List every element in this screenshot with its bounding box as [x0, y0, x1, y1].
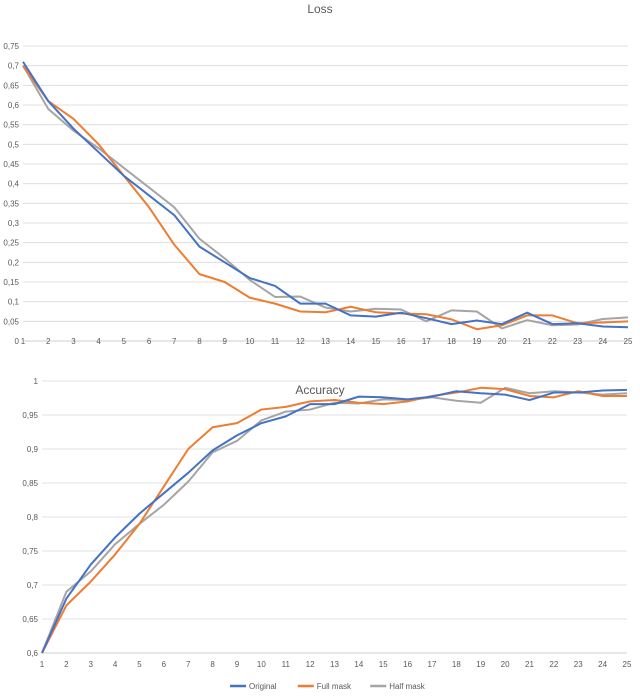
x-tick-label: 16	[403, 660, 412, 669]
x-tick-label: 21	[523, 337, 532, 346]
y-tick-label: 0,45	[3, 160, 19, 169]
x-tick-label: 2	[64, 660, 69, 669]
x-tick-label: 12	[306, 660, 315, 669]
x-tick-label: 19	[476, 660, 485, 669]
series-line-full-mask	[41, 386, 627, 654]
x-tick-label: 21	[525, 660, 534, 669]
x-tick-label: 3	[71, 337, 76, 346]
x-tick-label: 24	[598, 660, 607, 669]
x-tick-label: 24	[598, 337, 607, 346]
y-tick-label: 0,2	[8, 258, 20, 267]
series-line-half-mask	[41, 386, 628, 654]
x-tick-label: 12	[296, 337, 305, 346]
x-tick-label: 7	[186, 660, 191, 669]
x-tick-label: 25	[623, 660, 632, 669]
loss-chart: Loss 0 0,05 0,1 0,15 0,2 0,25 0,3 0,35 0,4 0,45 0,…	[3, 2, 633, 346]
legend-label: Full mask	[317, 682, 352, 691]
x-tick-label: 23	[574, 660, 583, 669]
x-tick-label: 17	[422, 337, 431, 346]
y-tick-label: 0,8	[27, 513, 39, 522]
x-tick-label: 6	[147, 337, 152, 346]
y-tick-label: 0,15	[3, 278, 19, 287]
y-tick-label: 0,65	[3, 81, 19, 90]
x-tick-label: 8	[210, 660, 215, 669]
x-tick-label: 23	[573, 337, 582, 346]
y-tick-label: 0	[15, 337, 20, 346]
legend-label: Half mask	[389, 682, 426, 691]
x-tick-label: 20	[501, 660, 510, 669]
x-tick-label: 15	[379, 660, 388, 669]
x-tick-label: 8	[197, 337, 202, 346]
x-tick-label: 5	[137, 660, 142, 669]
x-tick-label: 7	[172, 337, 177, 346]
y-tick-label: 0,95	[22, 411, 38, 420]
y-tick-label: 0,5	[8, 140, 20, 149]
x-tick-label: 19	[472, 337, 481, 346]
y-tick-label: 0,75	[3, 42, 19, 51]
x-tick-label: 10	[257, 660, 266, 669]
x-tick-label: 9	[235, 660, 240, 669]
x-tick-label: 2	[46, 337, 51, 346]
x-tick-label: 4	[113, 660, 118, 669]
y-tick-label: 0,75	[22, 547, 38, 556]
y-tick-label: 0,7	[27, 581, 39, 590]
y-tick-label: 0,6	[27, 649, 39, 658]
x-tick-label: 4	[96, 337, 101, 346]
x-tick-label: 18	[447, 337, 456, 346]
x-tick-label: 22	[549, 660, 558, 669]
y-tick-label: 0,6	[8, 101, 20, 110]
series-line-original	[41, 388, 628, 654]
x-tick-label: 22	[548, 337, 557, 346]
y-tick-label: 0,35	[3, 199, 19, 208]
y-tick-label: 0,3	[8, 219, 20, 228]
x-tick-label: 5	[122, 337, 127, 346]
x-tick-label: 11	[271, 337, 280, 346]
x-tick-label: 15	[371, 337, 380, 346]
chart-title: Accuracy	[295, 383, 344, 397]
x-tick-label: 14	[346, 337, 355, 346]
series-line-original	[22, 61, 629, 329]
x-tick-label: 11	[282, 660, 291, 669]
x-tick-label: 13	[330, 660, 339, 669]
x-tick-label: 9	[222, 337, 227, 346]
y-tick-label: 0,85	[22, 479, 38, 488]
x-tick-label: 6	[162, 660, 167, 669]
x-tick-label: 14	[354, 660, 363, 669]
x-tick-label: 20	[498, 337, 507, 346]
x-tick-label: 1	[21, 337, 26, 346]
x-tick-label: 17	[428, 660, 437, 669]
x-tick-label: 3	[89, 660, 94, 669]
y-tick-label: 1	[34, 377, 39, 386]
y-tick-label: 0,65	[22, 615, 38, 624]
y-tick-label: 0,1	[8, 298, 20, 307]
chart-title: Loss	[307, 2, 332, 16]
y-tick-label: 0,9	[27, 445, 39, 454]
y-tick-label: 0,4	[8, 180, 20, 189]
x-tick-label: 18	[452, 660, 461, 669]
legend-label: Original	[249, 682, 277, 691]
y-tick-label: 0,05	[3, 317, 19, 326]
y-tick-label: 0,55	[3, 121, 19, 130]
y-tick-label: 0,25	[3, 239, 19, 248]
x-tick-label: 13	[321, 337, 330, 346]
series-line-half-mask	[22, 65, 629, 330]
y-tick-label: 0,7	[8, 62, 20, 71]
x-tick-label: 25	[624, 337, 633, 346]
x-tick-label: 10	[245, 337, 254, 346]
legend: Original Full mask Half mask	[230, 682, 426, 691]
x-tick-label: 1	[40, 660, 45, 669]
x-tick-label: 16	[397, 337, 406, 346]
